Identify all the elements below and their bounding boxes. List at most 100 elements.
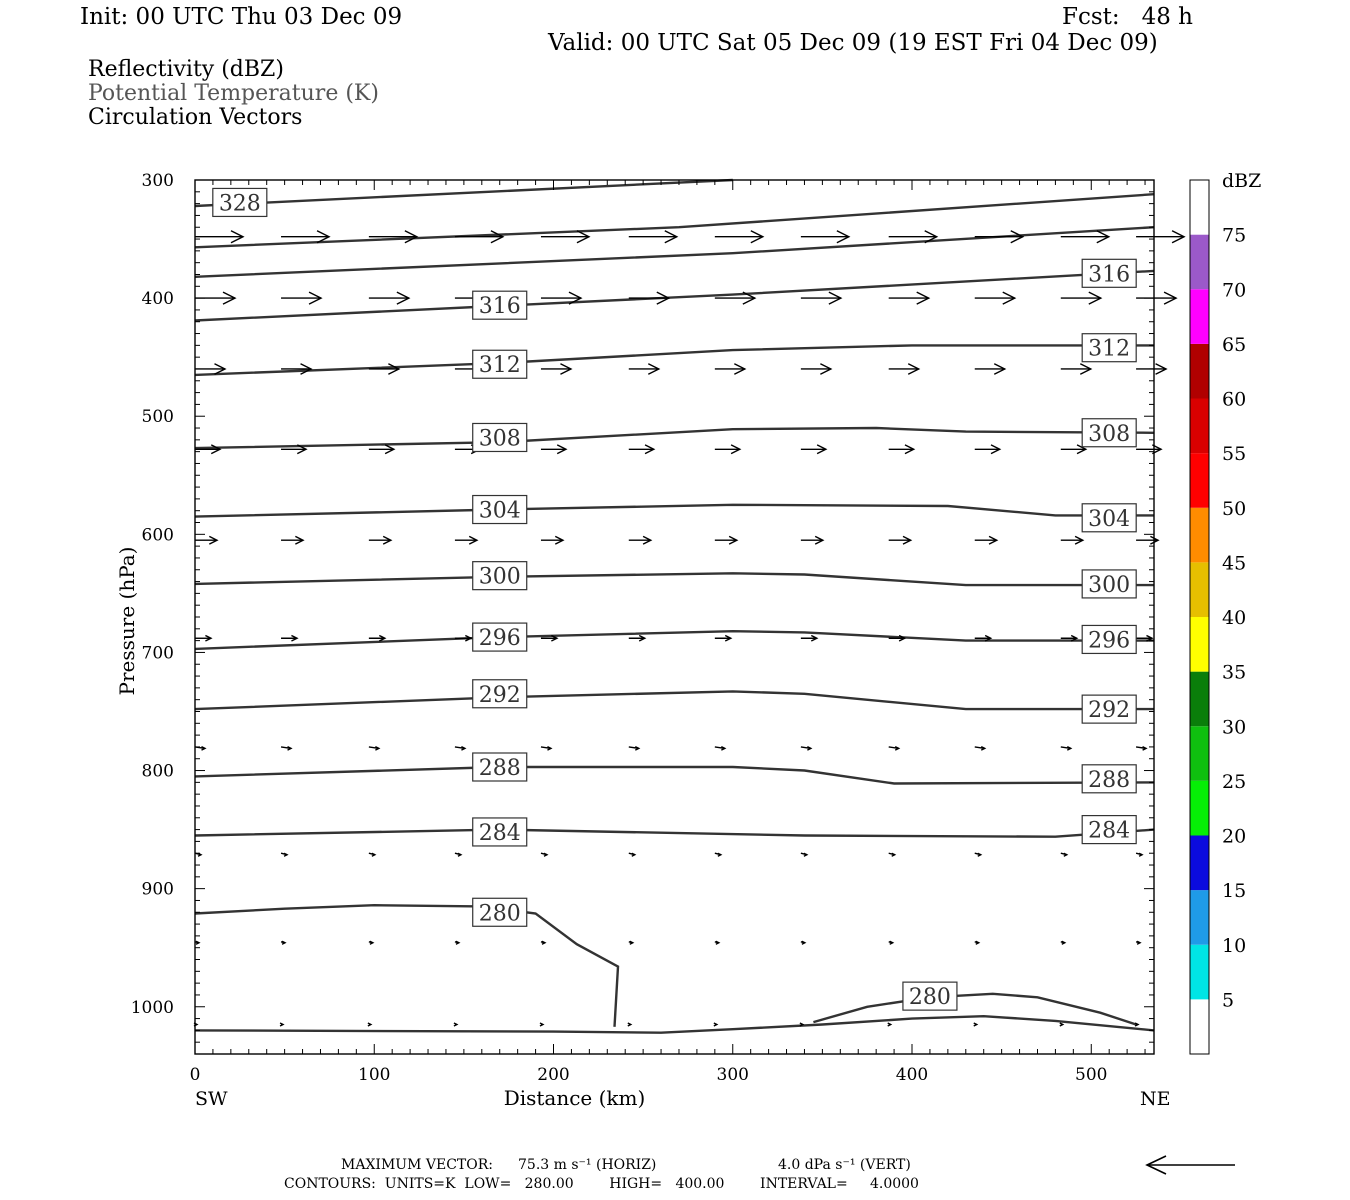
- theta-label-296: 296: [1081, 624, 1137, 655]
- circulation-vector: [628, 291, 671, 305]
- label-text: 308: [1088, 422, 1130, 447]
- circulation-vector: [540, 940, 547, 945]
- title-reflectivity: Reflectivity (dBZ): [88, 57, 284, 82]
- label-box: [472, 622, 528, 652]
- vector-head: [1059, 1022, 1065, 1027]
- vector-head: [201, 746, 207, 751]
- vector-head: [713, 1022, 719, 1027]
- theta-label-300: 300: [472, 561, 528, 591]
- vector-head: [973, 1022, 979, 1027]
- vector-head: [977, 852, 983, 857]
- colorbar-segment: [1190, 562, 1209, 617]
- vector-head: [214, 363, 227, 375]
- colorbar-level-label: 30: [1222, 716, 1246, 738]
- label-text: 284: [479, 821, 521, 846]
- label-text: 300: [479, 565, 521, 590]
- label-box: [472, 349, 528, 379]
- circulation-vector: [1060, 746, 1073, 751]
- circulation-vector: [628, 852, 637, 857]
- label-box: [472, 897, 528, 927]
- y-tick-label: 700: [142, 643, 174, 663]
- theta-label-308: 308: [1081, 418, 1137, 448]
- circulation-vector: [628, 535, 653, 545]
- vector-head: [222, 291, 237, 305]
- vector-head: [283, 852, 289, 857]
- circulation-vector: [368, 230, 419, 244]
- vector-head: [404, 230, 419, 244]
- colorbar-level-label: 35: [1222, 662, 1246, 684]
- colorbar-segment: [1190, 453, 1209, 508]
- circulation-vector: [887, 1022, 893, 1027]
- circulation-vector: [368, 634, 387, 642]
- circulation-vector: [454, 230, 505, 244]
- circulation-vector: [1136, 535, 1160, 545]
- circulation-vector: [1060, 363, 1093, 375]
- colorbar-level-label: 20: [1222, 826, 1246, 848]
- theta-label-292: 292: [1081, 694, 1137, 724]
- vector-head: [828, 291, 843, 305]
- x-end-label-ne: NE: [1140, 1088, 1171, 1110]
- vector-head: [367, 1022, 373, 1027]
- theta-label-288: 288: [1081, 764, 1137, 794]
- colorbar-segment: [1190, 835, 1209, 891]
- vector-head: [814, 535, 825, 545]
- circulation-vector: [974, 363, 1007, 375]
- vector-head: [810, 634, 819, 642]
- vector-head: [807, 746, 813, 751]
- circulation-vector: [800, 535, 825, 545]
- circulation-vector: [1060, 230, 1111, 244]
- vector-head: [820, 363, 833, 375]
- vector-head: [468, 535, 479, 545]
- vector-head: [894, 746, 901, 751]
- vector-head: [984, 634, 993, 642]
- vector-head: [988, 535, 999, 545]
- circulation-vector: [368, 852, 377, 857]
- label-box: [472, 679, 528, 709]
- label-text: 292: [1088, 698, 1130, 723]
- circulation-vector: [1060, 444, 1088, 455]
- circulation-vector: [974, 230, 1025, 244]
- label-text: 284: [1088, 819, 1130, 844]
- label-box: [472, 817, 528, 847]
- circulation-vector: [974, 746, 987, 751]
- label-box: [1081, 624, 1137, 655]
- circulation-vector: [281, 230, 331, 244]
- circulation-vector: [714, 940, 721, 945]
- theta-label-300: 300: [1081, 569, 1137, 599]
- vector-head: [281, 940, 287, 945]
- circulation-vector: [454, 634, 473, 642]
- vector-head: [1061, 940, 1067, 945]
- vector-head: [904, 444, 916, 455]
- vector-head: [975, 940, 981, 945]
- circulation-vector: [714, 230, 765, 244]
- vector-head: [728, 535, 739, 545]
- label-box: [1081, 569, 1137, 599]
- vector-head: [801, 940, 807, 945]
- axis-ticks: [194, 179, 1154, 1055]
- vector-head: [554, 535, 565, 545]
- theta-label-316: 316: [1081, 258, 1137, 288]
- circulation-vector: [628, 634, 647, 642]
- colorbar-segment: [1190, 671, 1209, 727]
- vector-head: [993, 363, 1007, 375]
- vector-head: [539, 1022, 545, 1027]
- vector-head: [924, 230, 939, 244]
- theta-label-304: 304: [1081, 503, 1137, 533]
- vector-head: [717, 852, 723, 857]
- forecast-hour: Fcst: 48 h: [1062, 4, 1193, 30]
- vector-head: [1096, 230, 1111, 244]
- circulation-vector: [1135, 746, 1148, 751]
- circulation-vector: [540, 746, 553, 751]
- colorbar-segment: [1190, 398, 1209, 454]
- label-text: 316: [479, 294, 521, 319]
- circulation-vector: [540, 535, 565, 545]
- vector-head: [656, 291, 671, 305]
- circulation-vector: [1136, 444, 1163, 455]
- circulation-vector: [800, 634, 819, 642]
- vector-head: [664, 230, 679, 244]
- colorbar-level-label: 5: [1222, 989, 1234, 1011]
- vector-head: [208, 535, 219, 545]
- circulation-vector: [367, 1022, 373, 1027]
- vector-head: [1136, 940, 1142, 945]
- circulation-vector: [368, 746, 381, 751]
